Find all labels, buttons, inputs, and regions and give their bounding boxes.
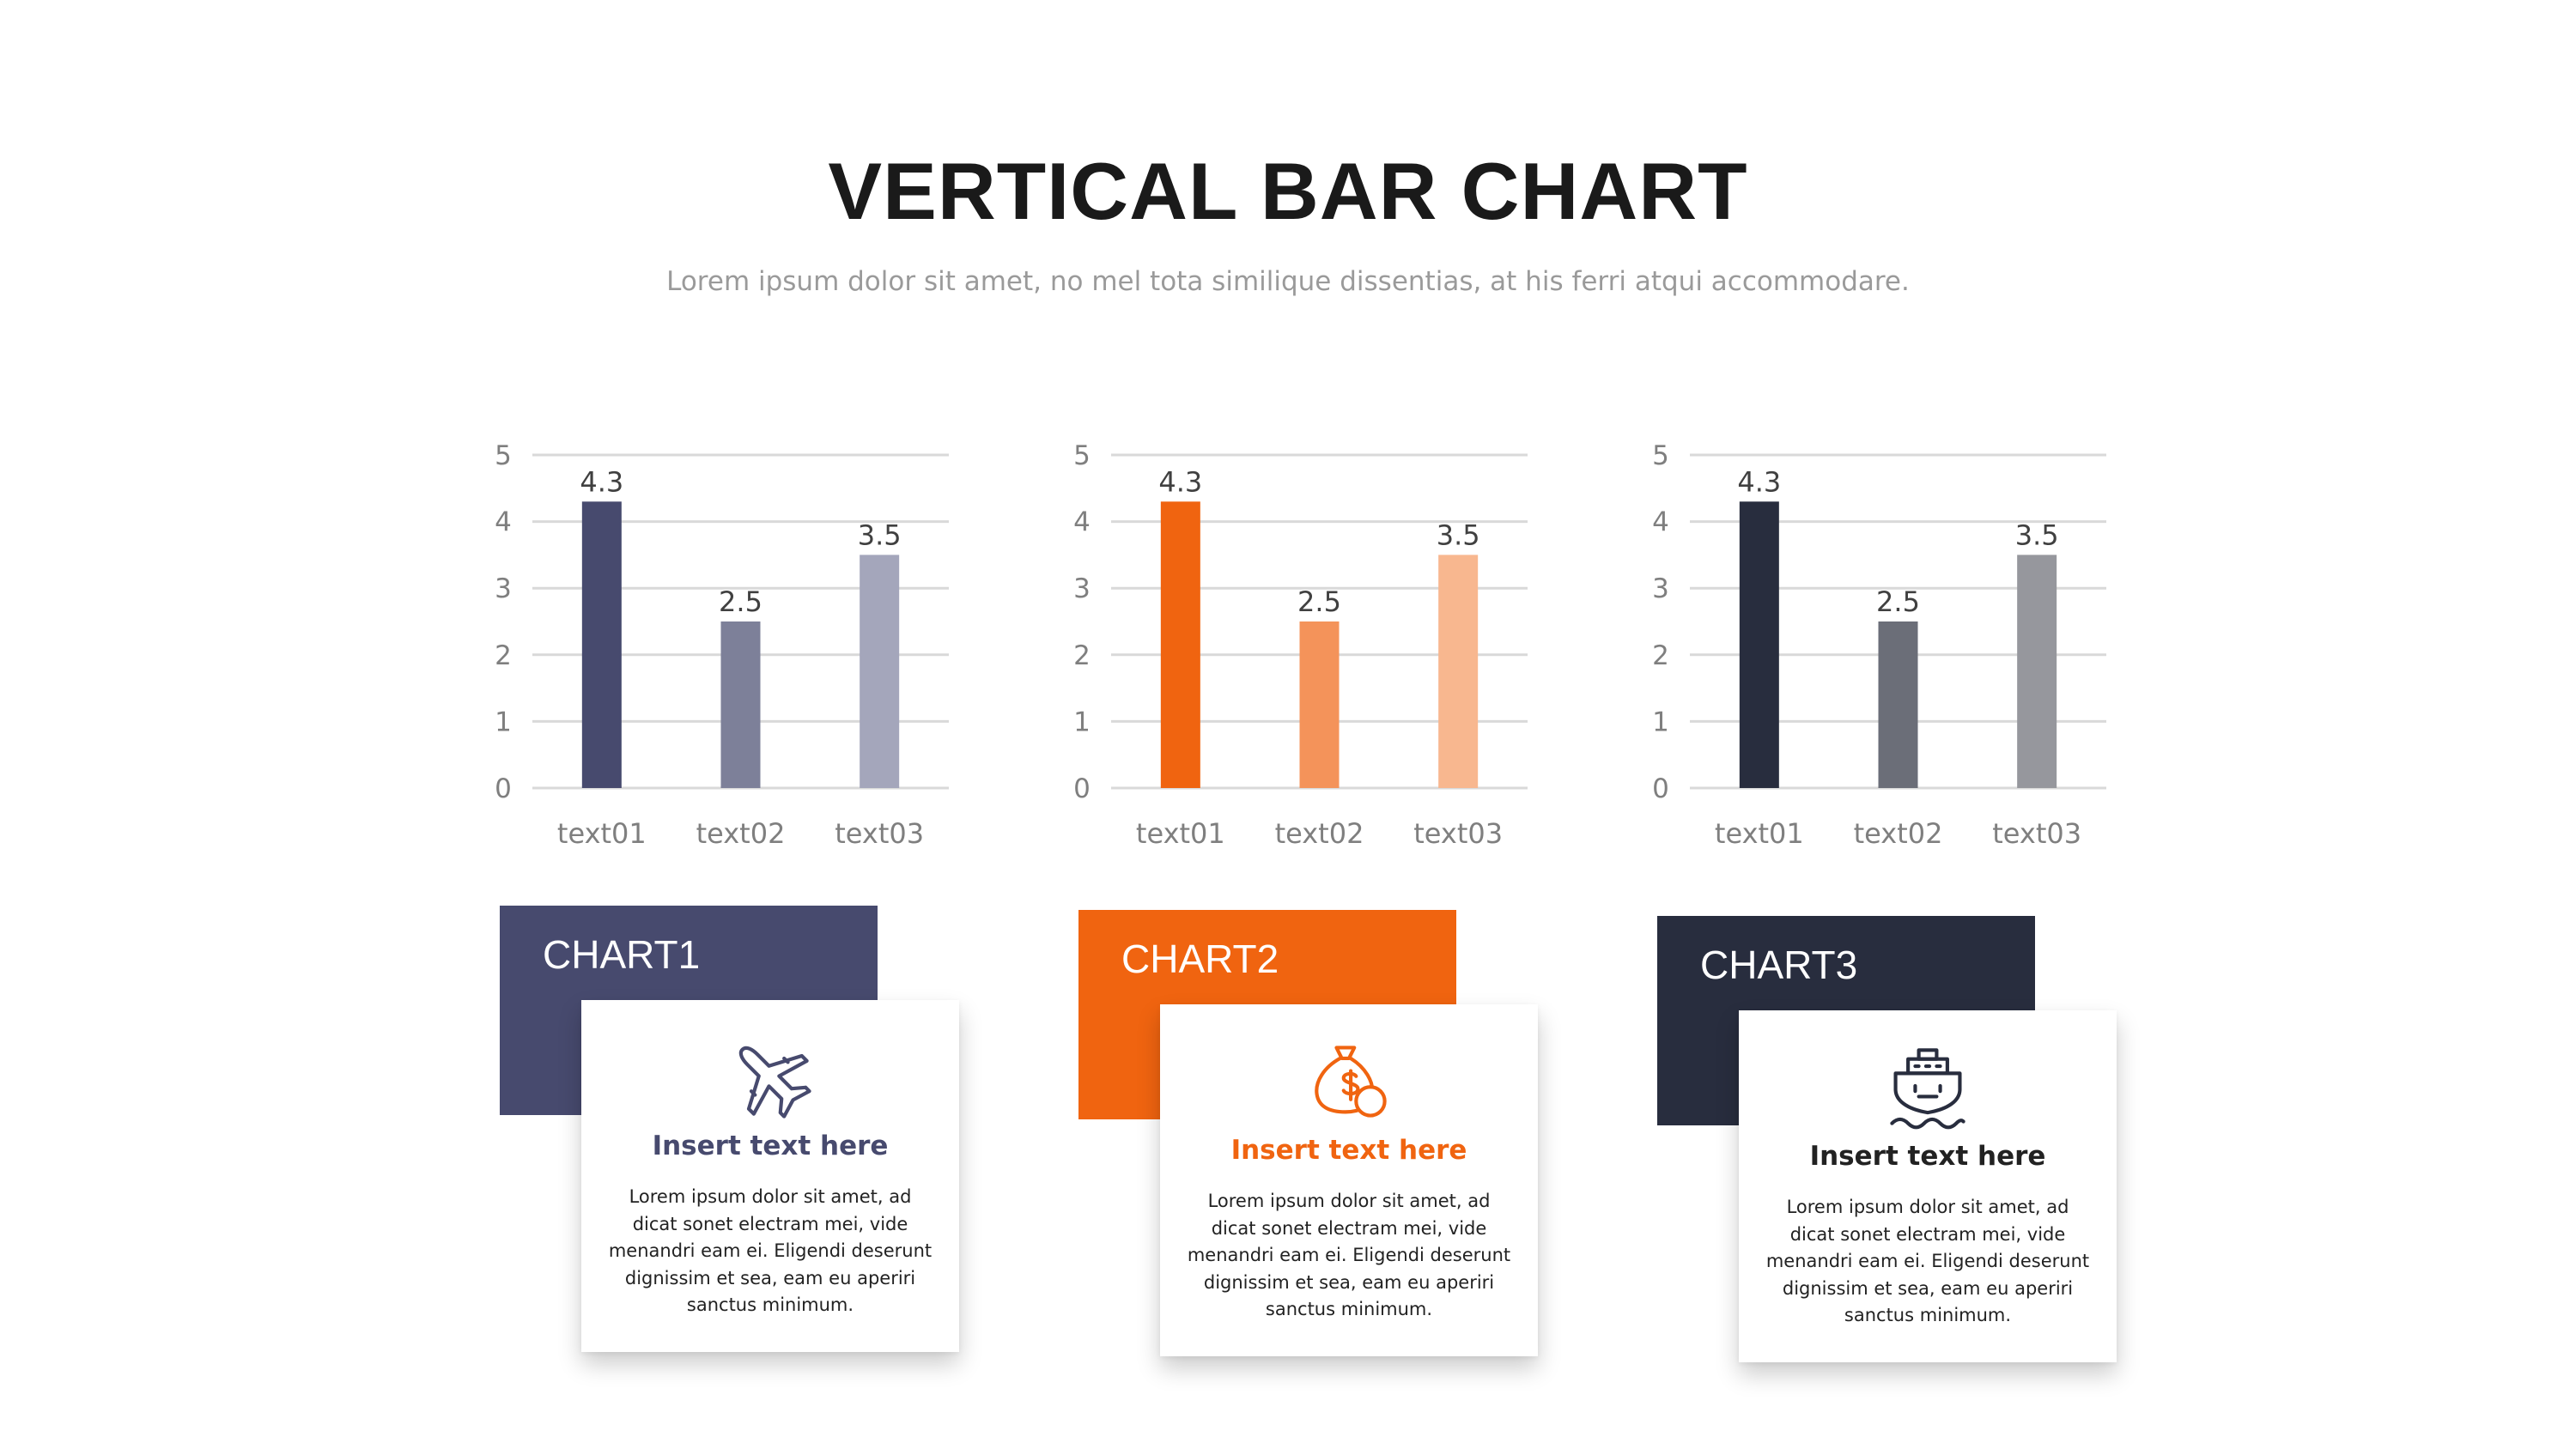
chart2-info-card: Insert text here Lorem ipsum dolor sit a… bbox=[1160, 1004, 1538, 1356]
bar-text01 bbox=[581, 501, 622, 788]
y-tick-label: 0 bbox=[1073, 773, 1091, 804]
y-tick-label: 4 bbox=[1652, 507, 1669, 538]
data-label: 4.3 bbox=[1158, 465, 1202, 498]
chart3-info-card: Insert text here Lorem ipsum dolor sit a… bbox=[1739, 1010, 2117, 1362]
data-label: 4.3 bbox=[1737, 465, 1781, 498]
x-category-label: text03 bbox=[1413, 817, 1503, 850]
bar-chart-1: 0 1 2 3 4 5 4.3 text01 2.5 text02 3.5 text03 bbox=[495, 440, 949, 850]
bar-text03 bbox=[860, 555, 900, 788]
x-category-label: text02 bbox=[1275, 817, 1364, 850]
y-tick-label: 0 bbox=[1652, 773, 1669, 804]
chart3-card-title: Insert text here bbox=[1809, 1141, 2046, 1172]
page-subtitle: Lorem ipsum dolor sit amet, no mel tota … bbox=[666, 266, 1910, 297]
x-category-label: text01 bbox=[1136, 817, 1225, 850]
y-tick-label: 2 bbox=[1652, 640, 1669, 671]
chart1-info-card: Insert text here Lorem ipsum dolor sit a… bbox=[581, 1000, 959, 1352]
y-tick-label: 5 bbox=[1652, 440, 1669, 471]
y-tick-label: 5 bbox=[495, 440, 512, 471]
y-tick-label: 1 bbox=[1073, 706, 1091, 737]
money-bag-icon bbox=[1315, 1046, 1387, 1118]
data-label: 2.5 bbox=[719, 585, 762, 618]
chart2-label: CHART2 bbox=[1121, 937, 1279, 981]
data-label: 4.3 bbox=[580, 465, 623, 498]
chart3-card-body: Lorem ipsum dolor sit amet, ad dicat son… bbox=[1765, 1197, 2090, 1325]
x-category-label: text01 bbox=[1715, 817, 1804, 850]
chart2-card-body: Lorem ipsum dolor sit amet, ad dicat son… bbox=[1187, 1191, 1511, 1319]
x-category-label: text03 bbox=[1992, 817, 2081, 850]
y-tick-label: 5 bbox=[1073, 440, 1091, 471]
bar-chart-3: 0 1 2 3 4 5 4.3 text01 2.5 text02 3.5 text03 bbox=[1652, 440, 2106, 850]
chart1-label: CHART1 bbox=[543, 932, 701, 977]
page-title: VERTICAL BAR CHART bbox=[828, 146, 1748, 236]
y-tick-label: 1 bbox=[495, 706, 512, 737]
y-tick-label: 0 bbox=[495, 773, 512, 804]
data-label: 2.5 bbox=[1876, 585, 1920, 618]
chart1-card-body: Lorem ipsum dolor sit amet, ad dicat son… bbox=[608, 1186, 933, 1315]
bar-text01 bbox=[1160, 501, 1200, 788]
chart3-label: CHART3 bbox=[1700, 943, 1858, 987]
y-tick-label: 3 bbox=[1073, 573, 1091, 604]
bar-text03 bbox=[2017, 555, 2057, 788]
x-category-label: text03 bbox=[835, 817, 924, 850]
x-category-label: text01 bbox=[557, 817, 647, 850]
y-tick-label: 1 bbox=[1652, 706, 1669, 737]
y-tick-label: 4 bbox=[1073, 507, 1091, 538]
data-label: 3.5 bbox=[858, 518, 902, 551]
data-label: 3.5 bbox=[1437, 518, 1480, 551]
bar-text02 bbox=[720, 621, 761, 788]
data-label: 3.5 bbox=[2015, 518, 2059, 551]
bar-text03 bbox=[1438, 555, 1479, 788]
y-tick-label: 2 bbox=[1073, 640, 1091, 671]
y-tick-label: 3 bbox=[495, 573, 512, 604]
bar-chart-2: 0 1 2 3 4 5 4.3 text01 2.5 text02 3.5 text03 bbox=[1073, 440, 1528, 850]
bar-text02 bbox=[1299, 621, 1340, 788]
bar-text02 bbox=[1878, 621, 1918, 788]
y-tick-label: 3 bbox=[1652, 573, 1669, 604]
x-category-label: text02 bbox=[1854, 817, 1943, 850]
y-tick-label: 4 bbox=[495, 507, 512, 538]
bar-text01 bbox=[1739, 501, 1779, 788]
chart1-card-title: Insert text here bbox=[652, 1131, 889, 1161]
ship-icon bbox=[1890, 1048, 1965, 1130]
x-category-label: text02 bbox=[696, 817, 786, 850]
y-tick-label: 2 bbox=[495, 640, 512, 671]
airplane-icon bbox=[738, 1046, 811, 1119]
chart2-card-title: Insert text here bbox=[1230, 1135, 1467, 1166]
data-label: 2.5 bbox=[1297, 585, 1341, 618]
